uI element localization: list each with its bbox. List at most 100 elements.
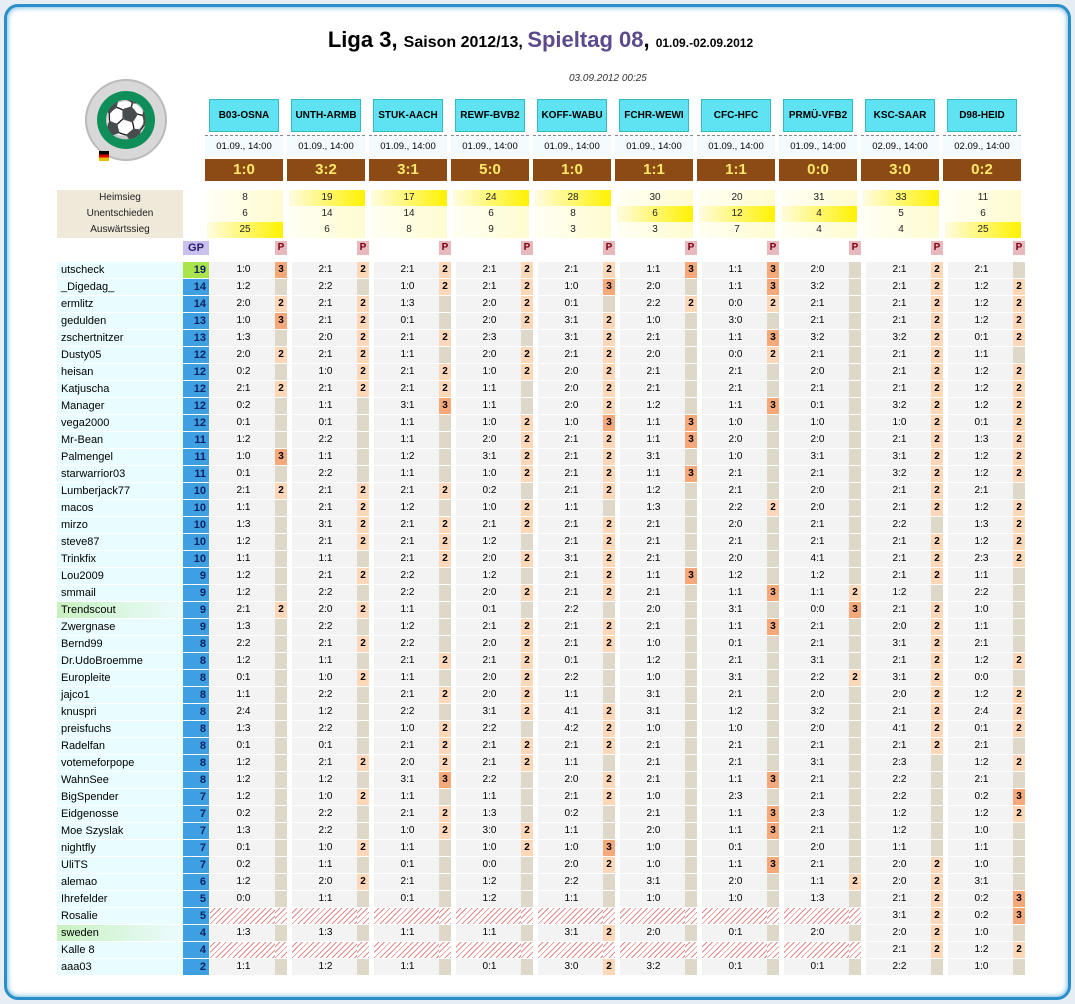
player-name[interactable]: Dr.UdoBroemme: [57, 653, 183, 669]
player-name[interactable]: gedulden: [57, 313, 183, 329]
player-name[interactable]: Mr-Bean: [57, 432, 183, 448]
tip-cell: 2:2: [537, 602, 605, 618]
game-header[interactable]: UNTH-ARMB: [291, 99, 361, 132]
game-header[interactable]: D98-HEID: [947, 99, 1017, 132]
player-name[interactable]: Rosalie: [57, 908, 183, 924]
points-header[interactable]: P: [521, 241, 533, 255]
tip-points: [1013, 619, 1025, 635]
tip-points: [849, 296, 861, 312]
player-points: 6: [183, 874, 209, 890]
player-name[interactable]: jajco1: [57, 687, 183, 703]
tip-cell: 1:2: [209, 874, 277, 890]
player-name[interactable]: nightfly: [57, 840, 183, 856]
game-header[interactable]: REWF-BVB2: [455, 99, 525, 132]
tip-cell: 1:1: [291, 551, 359, 567]
tip-points: 2: [439, 534, 451, 550]
player-name[interactable]: Manager: [57, 398, 183, 414]
points-header[interactable]: P: [357, 241, 369, 255]
player-name[interactable]: Dusty05: [57, 347, 183, 363]
gp-header[interactable]: GP: [183, 241, 209, 255]
tip-points: [685, 942, 697, 958]
player-name[interactable]: Bernd99: [57, 636, 183, 652]
points-header[interactable]: P: [767, 241, 779, 255]
player-name[interactable]: zschertnitzer: [57, 330, 183, 346]
player-name[interactable]: Lou2009: [57, 568, 183, 584]
player-name[interactable]: Katjuscha: [57, 381, 183, 397]
points-header[interactable]: P: [685, 241, 697, 255]
tip-points: 2: [521, 551, 533, 567]
tip-cell: 1:1: [701, 279, 769, 295]
points-header[interactable]: P: [931, 241, 943, 255]
player-name[interactable]: Eidgenosse: [57, 806, 183, 822]
player-name[interactable]: Ihrefelder: [57, 891, 183, 907]
tip-points: [603, 823, 615, 839]
table-row: Palmengel 11 1:0 3 1:1 1:2 3:1 2 2:1 2 3:1 1:0 3:1 3:…: [57, 449, 1033, 465]
player-name[interactable]: Zwergnase: [57, 619, 183, 635]
player-name[interactable]: smmail: [57, 585, 183, 601]
player-points: 10: [183, 483, 209, 499]
tip-cell: 2:1: [783, 823, 851, 839]
player-name[interactable]: ermlitz: [57, 296, 183, 312]
tip-cell: 1:1: [291, 449, 359, 465]
player-name[interactable]: knuspri: [57, 704, 183, 720]
tip-cell: 2:0: [455, 347, 523, 363]
game-header[interactable]: KOFF-WABU: [537, 99, 607, 132]
tip-points: [275, 755, 287, 771]
points-header[interactable]: P: [603, 241, 615, 255]
game-header[interactable]: KSC-SAAR: [865, 99, 935, 132]
points-header[interactable]: P: [439, 241, 451, 255]
player-name[interactable]: alemao: [57, 874, 183, 890]
player-name[interactable]: Trendscout: [57, 602, 183, 618]
player-name[interactable]: Moe Szyslak: [57, 823, 183, 839]
tip-points: [767, 415, 779, 431]
tip-points: [357, 891, 369, 907]
player-name[interactable]: votemeforpope: [57, 755, 183, 771]
tip-cell: 3:1: [537, 925, 605, 941]
player-name[interactable]: utscheck: [57, 262, 183, 278]
player-name[interactable]: WahnSee: [57, 772, 183, 788]
points-header[interactable]: P: [275, 241, 287, 255]
player-name[interactable]: UliTS: [57, 857, 183, 873]
player-name[interactable]: Kalle 8: [57, 942, 183, 958]
tip-points: [849, 279, 861, 295]
player-name[interactable]: _Digedag_: [57, 279, 183, 295]
table-row: Mr-Bean 11 1:2 2:2 1:1 2:0 2 2:1 2 1:1 3 2:0 2:0 2:1 2…: [57, 432, 1033, 448]
tip-cell: 2:2: [291, 721, 359, 737]
player-name[interactable]: Radelfan: [57, 738, 183, 754]
tip-points: [767, 755, 779, 771]
player-name[interactable]: Europleite: [57, 670, 183, 686]
tip-cell: 2:1: [619, 806, 687, 822]
player-name[interactable]: aaa03: [57, 959, 183, 975]
player-points: 11: [183, 449, 209, 465]
player-name[interactable]: mirzo: [57, 517, 183, 533]
game-header[interactable]: PRMÜ-VFB2: [783, 99, 853, 132]
game-header[interactable]: CFC-HFC: [701, 99, 771, 132]
tip-cell: [783, 942, 851, 958]
player-name[interactable]: BigSpender: [57, 789, 183, 805]
tip-points: [767, 925, 779, 941]
tip-points: [767, 653, 779, 669]
game-header[interactable]: STUK-AACH: [373, 99, 443, 132]
tip-cell: 2:1: [947, 636, 1015, 652]
tip-points: [849, 500, 861, 516]
tip-points: [521, 568, 533, 584]
player-name[interactable]: preisfuchs: [57, 721, 183, 737]
tip-points: [357, 279, 369, 295]
player-name[interactable]: heisan: [57, 364, 183, 380]
tip-cell: 2:1: [455, 738, 523, 754]
tip-cell: [619, 908, 687, 924]
player-name[interactable]: macos: [57, 500, 183, 516]
player-name[interactable]: starwarrior03: [57, 466, 183, 482]
player-name[interactable]: Palmengel: [57, 449, 183, 465]
player-name[interactable]: steve87: [57, 534, 183, 550]
tip-cell: 2:1: [619, 772, 687, 788]
points-header[interactable]: P: [1013, 241, 1025, 255]
player-name[interactable]: Lumberjack77: [57, 483, 183, 499]
player-name[interactable]: Trinkfix: [57, 551, 183, 567]
game-header[interactable]: FCHR-WEWI: [619, 99, 689, 132]
title-spieltag[interactable]: Spieltag 08: [527, 27, 644, 52]
player-name[interactable]: sweden: [57, 925, 183, 941]
game-header[interactable]: B03-OSNA: [209, 99, 279, 132]
player-name[interactable]: vega2000: [57, 415, 183, 431]
points-header[interactable]: P: [849, 241, 861, 255]
